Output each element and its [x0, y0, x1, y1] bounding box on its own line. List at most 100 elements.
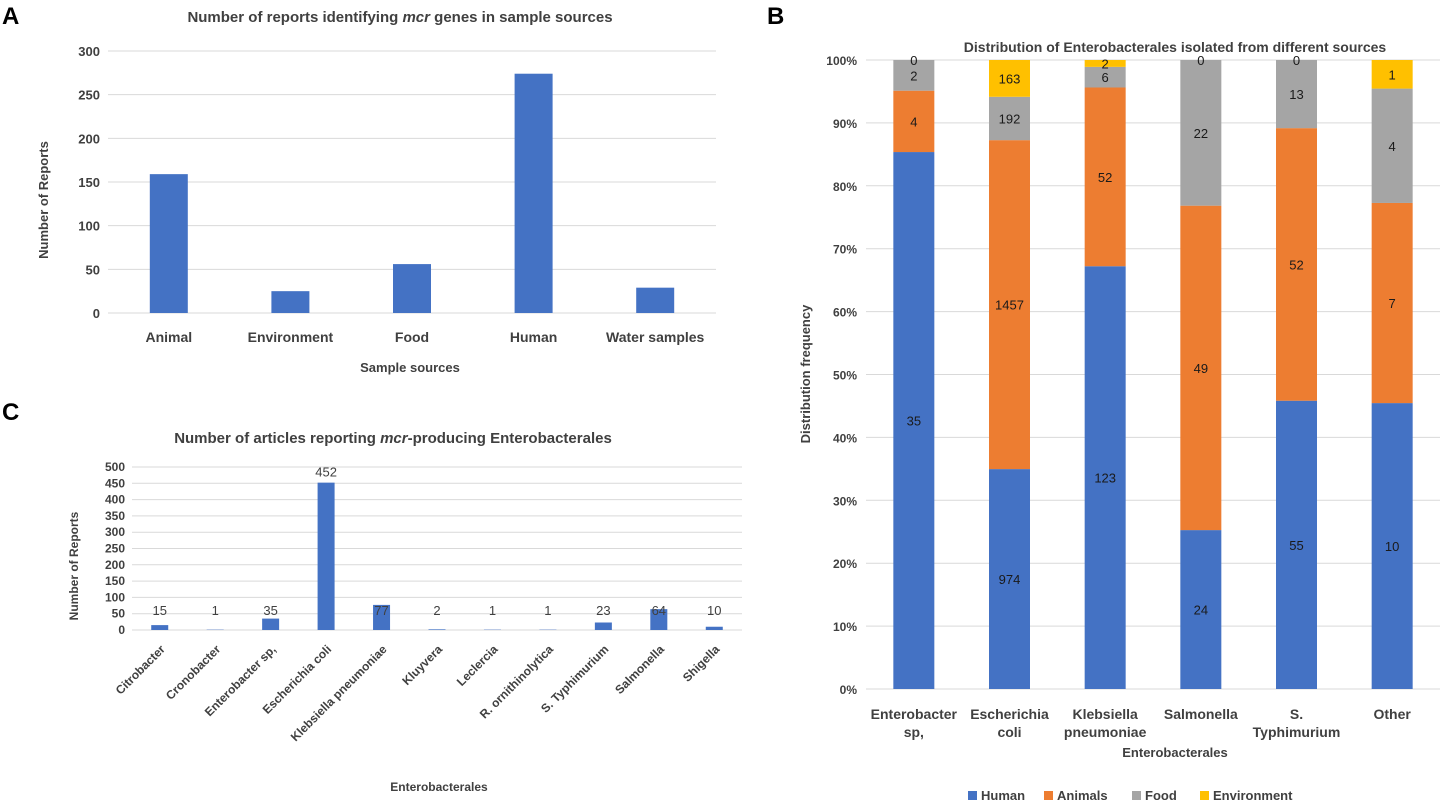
a-bar-water-samples: [636, 287, 675, 313]
c-data-label: 15: [152, 603, 166, 618]
c-ytick-label: 350: [105, 509, 125, 523]
b-segment-label: 4: [1389, 139, 1396, 154]
b-ytick-label: 60%: [833, 306, 857, 320]
c-category-label: Cronobacter: [163, 642, 224, 703]
legend-label-human: Human: [981, 788, 1025, 803]
c-ytick-label: 100: [105, 590, 125, 604]
a-category-label: Human: [510, 329, 557, 345]
c-bar: [151, 625, 169, 630]
b-segment-label: 123: [1094, 471, 1116, 486]
c-bar: [428, 629, 446, 630]
b-category-label: Enterobacter: [871, 706, 958, 722]
b-segment-human: [1084, 266, 1126, 689]
b-segment-animals: [1276, 128, 1317, 401]
b-segment-animals: [1371, 202, 1413, 404]
c-ytick-label: 300: [105, 525, 125, 539]
c-data-label: 77: [374, 603, 388, 618]
legend-swatch-human: [968, 791, 977, 800]
a-bar-animal: [149, 174, 188, 313]
c-data-label: 452: [315, 465, 337, 480]
a-category-label: Water samples: [606, 329, 705, 345]
b-segment-label: 52: [1098, 170, 1112, 185]
b-segment-label: 13: [1289, 87, 1303, 102]
b-ytick-label: 0%: [840, 683, 858, 697]
b-segment-label: 2: [1102, 56, 1109, 71]
c-bar: [594, 622, 612, 630]
a-bar-food: [393, 264, 431, 313]
c-data-label: 10: [707, 603, 721, 618]
c-category-label: Klebsiella pneumoniae: [288, 642, 390, 744]
b-category-label: sp,: [904, 724, 924, 740]
b-ytick-label: 40%: [833, 431, 857, 445]
b-segment-animals: [893, 90, 935, 153]
b-segment-food: [893, 60, 935, 91]
a-category-label: Food: [395, 329, 429, 345]
a-category-label: Environment: [248, 329, 334, 345]
b-segment-animals: [989, 140, 1030, 470]
b-segment-human: [1276, 400, 1317, 689]
c-category-label: Kluyvera: [399, 642, 445, 688]
b-segment-environment: [989, 60, 1030, 97]
b-segment-human: [893, 152, 935, 690]
b-segment-environment: [1084, 60, 1126, 67]
b-segment-label: 6: [1102, 70, 1109, 85]
b-segment-human: [1180, 530, 1222, 689]
b-ytick-label: 100%: [826, 54, 857, 68]
a-ytick-label: 100: [78, 219, 100, 234]
b-category-label: Escherichia: [970, 706, 1049, 722]
b-segment-animals: [1180, 205, 1222, 531]
c-bar: [373, 604, 391, 630]
c-bar: [650, 609, 668, 630]
chart-b-title: Distribution of Enterobacterales isolate…: [964, 39, 1387, 55]
b-segment-label: 4: [910, 114, 917, 129]
b-segment-label: 52: [1289, 257, 1303, 272]
a-bar-environment: [271, 291, 310, 313]
b-segment-label: 0: [1293, 53, 1300, 68]
c-ytick-label: 450: [105, 476, 125, 490]
b-segment-label: 22: [1194, 126, 1208, 141]
b-category-label: coli: [997, 724, 1021, 740]
b-segment-label: 2: [910, 68, 917, 83]
b-segment-label: 163: [999, 71, 1021, 86]
c-data-label: 64: [652, 603, 666, 618]
b-segment-environment: [1371, 60, 1413, 89]
b-segment-human: [1371, 403, 1413, 689]
panel-c: C Number of articles reporting mcr-produ…: [2, 399, 742, 794]
b-category-label: Typhimurium: [1253, 724, 1341, 740]
b-segment-label: 1457: [995, 298, 1024, 313]
c-ytick-label: 250: [105, 542, 125, 556]
c-category-label: Leclercia: [454, 642, 501, 689]
b-ytick-label: 50%: [833, 369, 857, 383]
c-ytick-label: 500: [105, 460, 125, 474]
panel-letter-a: A: [2, 3, 19, 30]
chart-c-ylabel: Number of Reports: [67, 511, 81, 620]
panel-letter-b: B: [767, 3, 784, 30]
b-segment-label: 974: [999, 572, 1021, 587]
panel-b: B Distribution of Enterobacterales isola…: [767, 3, 1440, 803]
c-ytick-label: 50: [112, 607, 126, 621]
c-bar: [317, 482, 335, 630]
a-ytick-label: 150: [78, 175, 100, 190]
c-data-label: 1: [212, 603, 219, 618]
c-ytick-label: 200: [105, 558, 125, 572]
b-segment-food: [1180, 60, 1222, 206]
b-segment-label: 7: [1389, 296, 1396, 311]
chart-a-ylabel: Number of Reports: [36, 141, 51, 259]
panel-letter-c: C: [2, 399, 19, 426]
b-segment-label: 0: [1197, 53, 1204, 68]
b-segment-label: 55: [1289, 538, 1303, 553]
b-category-label: Salmonella: [1164, 706, 1238, 722]
b-segment-food: [989, 96, 1030, 141]
a-ytick-label: 50: [86, 262, 100, 277]
c-data-label: 35: [263, 603, 277, 618]
legend-swatch-food: [1132, 791, 1141, 800]
c-ytick-label: 400: [105, 493, 125, 507]
c-ytick-label: 150: [105, 574, 125, 588]
b-ytick-label: 30%: [833, 494, 857, 508]
chart-b-xlabel: Enterobacterales: [1122, 745, 1228, 760]
c-category-label: Shigella: [680, 642, 723, 685]
b-segment-label: 192: [999, 111, 1021, 126]
a-ytick-label: 300: [78, 44, 100, 59]
legend-swatch-environment: [1200, 791, 1209, 800]
